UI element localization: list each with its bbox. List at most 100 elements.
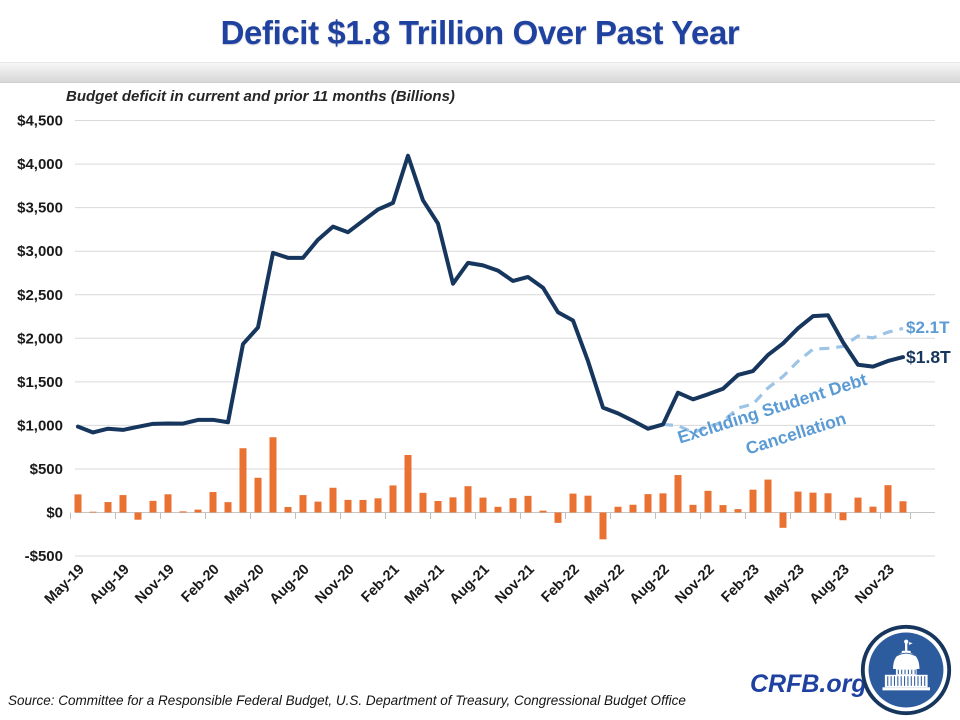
y-axis-label: $4,000 xyxy=(17,156,63,173)
x-axis-label: May-21 xyxy=(402,562,448,608)
monthly-deficit-bar xyxy=(149,500,157,513)
monthly-deficit-bar xyxy=(509,498,517,513)
monthly-deficit-bar xyxy=(389,485,397,513)
monthly-deficit-bar xyxy=(134,512,142,520)
y-axis-label: $2,000 xyxy=(17,330,63,347)
monthly-deficit-bar xyxy=(569,493,577,513)
x-axis-label: Feb-23 xyxy=(718,562,762,606)
crfb-capitol-logo xyxy=(860,624,952,716)
x-axis-label: May-19 xyxy=(42,562,88,608)
monthly-deficit-bar xyxy=(104,502,112,513)
monthly-deficit-bar xyxy=(659,493,667,513)
y-axis-labels: $4,500 $4,000 $3,500 $3,000 $2,500 $2,000 $1,5… xyxy=(17,113,63,565)
monthly-deficit-bar xyxy=(239,448,247,513)
monthly-deficit-bar xyxy=(479,497,487,513)
monthly-deficit-bar xyxy=(719,505,727,513)
x-axis-label: Nov-23 xyxy=(852,562,898,608)
monthly-deficit-bar xyxy=(179,511,187,513)
y-axis-label: $1,000 xyxy=(17,417,63,434)
monthly-deficit-bar xyxy=(749,489,757,513)
monthly-deficit-bar xyxy=(434,501,442,513)
x-axis-label: Aug-22 xyxy=(627,562,673,608)
capitol-columns xyxy=(887,652,926,686)
y-axis-label: $2,500 xyxy=(17,287,63,304)
y-axis-label: $0 xyxy=(46,505,63,522)
monthly-deficit-bar xyxy=(794,491,802,513)
y-axis-label: -$500 xyxy=(25,548,63,565)
x-axis-label: Aug-23 xyxy=(807,562,853,608)
monthly-deficit-bar xyxy=(194,509,202,513)
y-axis-label: $3,000 xyxy=(17,243,63,260)
monthly-deficit-bar xyxy=(314,501,322,513)
monthly-deficit-bar xyxy=(524,495,532,513)
x-axis-label: May-20 xyxy=(222,562,268,608)
x-axis-label: Feb-21 xyxy=(358,562,402,606)
x-axis-label: May-23 xyxy=(762,562,808,608)
monthly-deficit-bar xyxy=(869,506,877,513)
monthly-deficit-bar xyxy=(404,455,412,513)
monthly-deficit-bar xyxy=(494,506,502,513)
monthly-deficit-bar xyxy=(599,512,607,540)
monthly-deficit-bar xyxy=(209,492,217,513)
monthly-deficit-bar xyxy=(809,492,817,513)
monthly-deficit-bar xyxy=(359,499,367,513)
x-axis-label: Aug-21 xyxy=(447,562,493,608)
monthly-deficit-bar xyxy=(269,437,277,513)
y-axis-label: $500 xyxy=(30,461,63,478)
x-axis-ticks xyxy=(70,512,911,519)
monthly-deficit-bar xyxy=(899,501,907,513)
monthly-deficit-bar xyxy=(824,493,832,513)
monthly-deficit-bar xyxy=(224,502,232,513)
title-divider-band xyxy=(0,62,960,83)
monthly-deficit-bar xyxy=(344,499,352,513)
x-axis-label: Aug-20 xyxy=(267,562,313,608)
x-axis-label: Nov-21 xyxy=(492,562,538,608)
monthly-deficit-bar xyxy=(74,494,82,513)
annotation-excluding-student-debt: Excluding Student Debt Cancellation xyxy=(675,369,869,458)
page-title: Deficit $1.8 Trillion Over Past Year xyxy=(220,14,740,51)
y-axis-label: $4,500 xyxy=(17,113,63,130)
y-axis-label: $1,500 xyxy=(17,374,63,391)
monthly-deficit-bar xyxy=(674,475,682,513)
monthly-deficit-bar xyxy=(584,495,592,513)
monthly-deficit-bar xyxy=(284,507,292,513)
source-text: Source: Committee for a Responsible Fede… xyxy=(8,693,686,708)
capitol-icon xyxy=(882,639,930,691)
monthly-deficit-bar xyxy=(119,495,127,513)
monthly-deficit-bar xyxy=(884,485,892,513)
annotation-1-8t: $1.8T xyxy=(906,347,951,367)
monthly-deficit-bar xyxy=(419,492,427,513)
gridlines xyxy=(75,120,935,557)
monthly-deficit-bar xyxy=(449,497,457,513)
monthly-deficit-bar xyxy=(644,494,652,513)
monthly-deficit-bar xyxy=(299,495,307,513)
monthly-deficit-bar xyxy=(779,512,787,528)
x-axis-label: Aug-19 xyxy=(87,562,133,608)
x-axis-label: Nov-22 xyxy=(672,562,718,608)
x-axis-label: May-22 xyxy=(582,562,628,608)
monthly-deficit-bars xyxy=(74,437,907,540)
x-axis-label: Nov-20 xyxy=(312,562,358,608)
x-axis-label: Feb-20 xyxy=(178,562,222,606)
monthly-deficit-bar xyxy=(374,498,382,513)
monthly-deficit-bar xyxy=(734,509,742,513)
monthly-deficit-bar xyxy=(854,497,862,513)
excluding-student-debt-line xyxy=(662,326,904,435)
deficit-12mo-line xyxy=(76,153,905,435)
monthly-deficit-bar xyxy=(539,510,547,513)
annotation-2-1t: $2.1T xyxy=(906,318,950,337)
monthly-deficit-bar xyxy=(164,494,172,513)
monthly-deficit-bar xyxy=(629,504,637,513)
monthly-deficit-bar xyxy=(329,487,337,513)
monthly-deficit-bar xyxy=(704,490,712,513)
crfb-wordmark: CRFB.org xyxy=(750,670,867,698)
monthly-deficit-bar xyxy=(689,504,697,513)
monthly-deficit-bar xyxy=(464,486,472,513)
x-axis-label: Feb-22 xyxy=(538,562,582,606)
monthly-deficit-bar xyxy=(839,512,847,521)
monthly-deficit-bar xyxy=(614,506,622,513)
chart-subtitle: Budget deficit in current and prior 11 m… xyxy=(66,88,455,105)
y-axis-label: $3,500 xyxy=(17,200,63,217)
